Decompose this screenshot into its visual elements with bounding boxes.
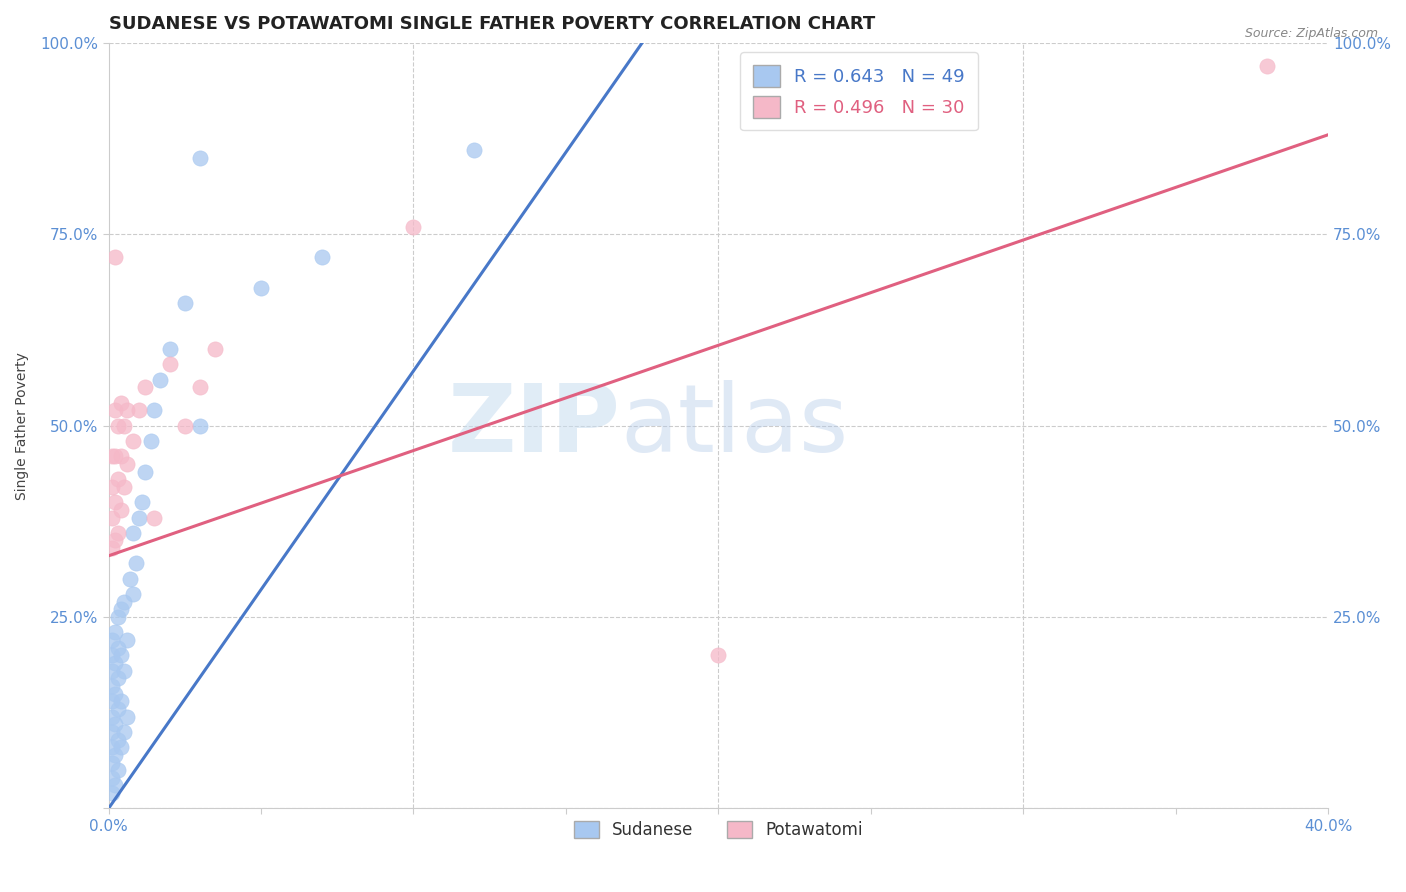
Legend: Sudanese, Potawatomi: Sudanese, Potawatomi <box>567 814 869 846</box>
Point <box>143 403 166 417</box>
Point <box>122 525 145 540</box>
Point <box>100 450 122 464</box>
Point <box>104 450 127 464</box>
Y-axis label: Single Father Poverty: Single Father Poverty <box>15 351 30 500</box>
Point <box>107 702 129 716</box>
Text: Source: ZipAtlas.com: Source: ZipAtlas.com <box>1244 27 1378 40</box>
Point <box>188 151 211 165</box>
Point <box>100 633 122 648</box>
Point <box>110 740 132 755</box>
Point <box>100 648 122 663</box>
Point <box>131 495 153 509</box>
Point <box>110 694 132 708</box>
Point <box>134 465 156 479</box>
Point <box>107 525 129 540</box>
Point <box>115 457 138 471</box>
Point <box>112 664 135 678</box>
Point <box>128 403 150 417</box>
Point <box>115 633 138 648</box>
Point <box>104 747 127 762</box>
Point <box>173 296 195 310</box>
Point <box>110 503 132 517</box>
Point <box>107 610 129 624</box>
Point <box>134 380 156 394</box>
Point <box>100 709 122 723</box>
Point <box>107 732 129 747</box>
Point <box>402 219 425 234</box>
Point <box>100 510 122 524</box>
Point <box>100 740 122 755</box>
Point <box>110 395 132 409</box>
Point <box>100 725 122 739</box>
Point <box>100 679 122 693</box>
Point <box>159 342 181 356</box>
Point <box>149 373 172 387</box>
Point <box>311 250 333 264</box>
Point <box>100 786 122 800</box>
Point <box>104 656 127 670</box>
Point <box>100 541 122 556</box>
Point <box>107 671 129 685</box>
Point <box>122 434 145 448</box>
Point <box>107 418 129 433</box>
Point <box>104 495 127 509</box>
Point <box>128 510 150 524</box>
Point <box>143 510 166 524</box>
Point <box>104 779 127 793</box>
Point <box>115 709 138 723</box>
Point <box>104 687 127 701</box>
Point <box>707 648 730 663</box>
Point <box>118 572 141 586</box>
Point <box>107 472 129 486</box>
Point <box>112 725 135 739</box>
Point <box>1256 59 1278 73</box>
Point <box>125 557 148 571</box>
Text: SUDANESE VS POTAWATOMI SINGLE FATHER POVERTY CORRELATION CHART: SUDANESE VS POTAWATOMI SINGLE FATHER POV… <box>108 15 875 33</box>
Point <box>110 648 132 663</box>
Text: ZIP: ZIP <box>449 380 621 472</box>
Point <box>100 694 122 708</box>
Point <box>104 625 127 640</box>
Point <box>104 403 127 417</box>
Point <box>122 587 145 601</box>
Point <box>159 358 181 372</box>
Point <box>112 595 135 609</box>
Point <box>112 480 135 494</box>
Point <box>110 450 132 464</box>
Point <box>104 533 127 548</box>
Point <box>100 756 122 770</box>
Point <box>141 434 163 448</box>
Point <box>100 480 122 494</box>
Point <box>250 281 273 295</box>
Text: atlas: atlas <box>621 380 849 472</box>
Point <box>112 418 135 433</box>
Point <box>204 342 226 356</box>
Point <box>100 664 122 678</box>
Point <box>107 763 129 777</box>
Point <box>463 143 485 157</box>
Point <box>107 640 129 655</box>
Point <box>104 717 127 731</box>
Point <box>115 403 138 417</box>
Point <box>188 418 211 433</box>
Point <box>110 602 132 616</box>
Point <box>104 250 127 264</box>
Point <box>173 418 195 433</box>
Point <box>188 380 211 394</box>
Point <box>100 771 122 785</box>
